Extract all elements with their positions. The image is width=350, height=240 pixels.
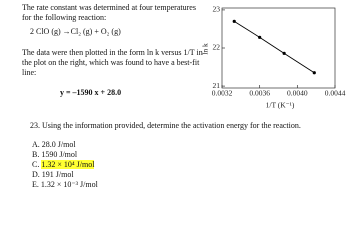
option: B. 1590 J/mol [32,150,98,160]
options: A. 28.0 J/mol B. 1590 J/mol C. 1.32 × 10⁴ … [32,140,98,190]
data-point [232,19,236,23]
y-tick-label: 23 [213,5,221,14]
y-axis-label: ln k [201,43,210,55]
page: The rate constant was determined at four… [22,3,346,190]
option: A. 28.0 J/mol [32,140,98,150]
option: D. 191 J/mol [32,170,98,180]
option-text: 28.0 J/mol [41,140,76,149]
question: 23. Using the information provided, dete… [30,121,301,130]
option-letter: A. [32,140,40,149]
reaction: 2 ClO (g) →Cl₂ (g) + O₂ (g) [30,27,121,36]
option: C. 1.32 × 10⁴ J/mol [32,160,98,170]
y-tick-label: 22 [213,43,221,52]
x-tick-label: 0.0032 [212,89,233,98]
option-text: 191 J/mol [41,170,74,179]
data-point [312,71,316,75]
data-point [282,51,286,55]
option-text: 1.32 × 10⁴ J/mol [41,160,95,169]
x-tick-label: 0.0036 [249,89,270,98]
intro: The rate constant was determined at four… [22,3,196,22]
chart: ln k 1/T (K⁻¹) 21 22 23 0.0032 0.0036 0.0040 0… [201,5,346,110]
option-text: 1.32 × 10⁻³ J/mol [40,180,98,189]
x-tick-label: 0.0040 [287,89,308,98]
option-letter: E. [32,180,39,189]
data-point [258,35,262,39]
fit-line [234,20,315,74]
option-letter: B. [32,150,40,159]
x-axis-label: 1/T (K⁻¹) [266,101,295,110]
x-tick-label: 0.0044 [325,89,346,98]
plot-text: The data were then plotted in the form l… [22,48,203,77]
plot-frame [221,7,336,89]
option-letter: C. [32,160,40,169]
option: E. 1.32 × 10⁻³ J/mol [32,180,98,190]
y-tick-label: 21 [213,81,221,90]
fit-equation: y = –1590 x + 28.0 [60,88,122,97]
option-letter: D. [32,170,40,179]
option-text: 1590 J/mol [41,150,78,159]
